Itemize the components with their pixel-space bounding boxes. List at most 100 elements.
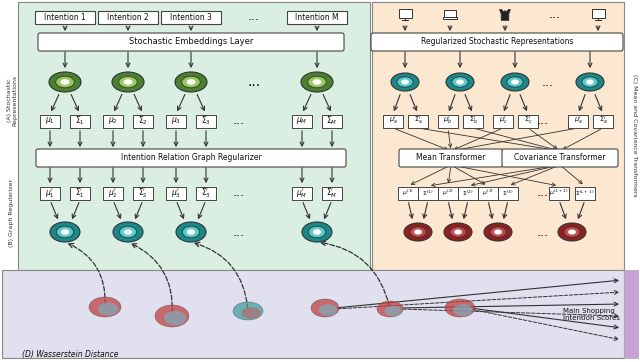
Ellipse shape <box>558 223 586 241</box>
Ellipse shape <box>564 227 580 237</box>
FancyBboxPatch shape <box>372 2 624 270</box>
Ellipse shape <box>50 222 80 242</box>
FancyBboxPatch shape <box>38 33 344 51</box>
Text: Stochastic Embeddings Layer: Stochastic Embeddings Layer <box>129 38 253 46</box>
Text: Intention 3: Intention 3 <box>170 13 212 21</box>
Ellipse shape <box>182 76 200 88</box>
Ellipse shape <box>311 299 339 317</box>
Text: $\mu^{(3)}$: $\mu^{(3)}$ <box>482 188 494 198</box>
FancyBboxPatch shape <box>398 186 418 199</box>
Text: (B) Graph Regularizer: (B) Graph Regularizer <box>10 179 15 247</box>
Ellipse shape <box>494 230 502 235</box>
Ellipse shape <box>308 226 326 238</box>
Ellipse shape <box>401 80 409 84</box>
Ellipse shape <box>56 76 74 88</box>
Text: $\mu_1$: $\mu_1$ <box>45 115 55 126</box>
Text: $\mu^{(1)}$: $\mu^{(1)}$ <box>402 188 414 198</box>
Text: $\mu_2'$: $\mu_2'$ <box>108 186 118 200</box>
Text: $\mu_c'$: $\mu_c'$ <box>499 115 508 127</box>
Ellipse shape <box>586 80 594 84</box>
Ellipse shape <box>397 77 413 87</box>
FancyBboxPatch shape <box>518 114 538 127</box>
Text: $\Sigma_a'$: $\Sigma_a'$ <box>413 115 422 127</box>
FancyBboxPatch shape <box>292 186 312 199</box>
Text: $\Sigma^{(L+1)}$: $\Sigma^{(L+1)}$ <box>575 188 595 198</box>
Text: $\Sigma_1$: $\Sigma_1$ <box>75 115 85 127</box>
Text: $\Sigma_3'$: $\Sigma_3'$ <box>201 186 211 200</box>
Ellipse shape <box>97 303 118 316</box>
FancyBboxPatch shape <box>98 10 158 24</box>
Ellipse shape <box>582 77 598 87</box>
Ellipse shape <box>568 230 576 235</box>
FancyBboxPatch shape <box>70 114 90 127</box>
FancyBboxPatch shape <box>322 114 342 127</box>
FancyBboxPatch shape <box>35 10 95 24</box>
Ellipse shape <box>176 222 206 242</box>
Text: $\mu_a'$: $\mu_a'$ <box>388 115 397 127</box>
Ellipse shape <box>377 301 403 317</box>
Ellipse shape <box>164 311 186 325</box>
FancyBboxPatch shape <box>2 270 624 358</box>
Text: $\Sigma_1'$: $\Sigma_1'$ <box>75 186 85 200</box>
Ellipse shape <box>186 79 195 85</box>
Ellipse shape <box>444 223 472 241</box>
Ellipse shape <box>155 305 189 327</box>
FancyBboxPatch shape <box>438 114 458 127</box>
Text: ...: ... <box>248 75 260 89</box>
Text: Main Shopping
Intention Scores: Main Shopping Intention Scores <box>563 308 620 321</box>
FancyBboxPatch shape <box>287 10 347 24</box>
Ellipse shape <box>490 227 506 237</box>
Ellipse shape <box>391 73 419 91</box>
Text: Covariance Transformer: Covariance Transformer <box>515 153 605 163</box>
Ellipse shape <box>576 73 604 91</box>
Text: ...: ... <box>248 10 260 24</box>
Ellipse shape <box>414 230 422 235</box>
Text: $\Sigma^{(3)}$: $\Sigma^{(3)}$ <box>502 188 514 198</box>
Text: $\mu_3$: $\mu_3$ <box>171 115 181 126</box>
FancyBboxPatch shape <box>196 114 216 127</box>
FancyBboxPatch shape <box>133 114 153 127</box>
FancyBboxPatch shape <box>36 149 346 167</box>
Text: $\mu_3'$: $\mu_3'$ <box>171 186 181 200</box>
FancyBboxPatch shape <box>40 114 60 127</box>
FancyBboxPatch shape <box>70 186 90 199</box>
Text: $\mu_2$: $\mu_2$ <box>108 115 118 126</box>
Ellipse shape <box>61 229 69 235</box>
Text: ...: ... <box>537 186 549 199</box>
Ellipse shape <box>302 222 332 242</box>
Text: Regularized Stochastic Representations: Regularized Stochastic Representations <box>420 38 573 46</box>
Text: $\Sigma_2'$: $\Sigma_2'$ <box>138 186 148 200</box>
Ellipse shape <box>112 72 144 92</box>
Ellipse shape <box>241 307 260 319</box>
Text: (D) Wasserstein Distance: (D) Wasserstein Distance <box>22 349 118 358</box>
FancyBboxPatch shape <box>438 186 458 199</box>
Ellipse shape <box>501 73 529 91</box>
Text: Intention 1: Intention 1 <box>44 13 86 21</box>
Text: ...: ... <box>233 226 245 239</box>
Ellipse shape <box>124 229 132 235</box>
Text: $\Sigma_3$: $\Sigma_3$ <box>201 115 211 127</box>
Text: Intention Relation Graph Regularizer: Intention Relation Graph Regularizer <box>120 153 261 163</box>
Ellipse shape <box>124 79 132 85</box>
Ellipse shape <box>313 229 321 235</box>
FancyBboxPatch shape <box>133 186 153 199</box>
Text: Intention M: Intention M <box>295 13 339 21</box>
Text: $\Sigma_2$: $\Sigma_2$ <box>138 115 148 127</box>
FancyBboxPatch shape <box>399 149 503 167</box>
Ellipse shape <box>410 227 426 237</box>
FancyBboxPatch shape <box>161 10 221 24</box>
Ellipse shape <box>511 80 519 84</box>
Ellipse shape <box>454 230 462 235</box>
Ellipse shape <box>484 223 512 241</box>
FancyBboxPatch shape <box>383 114 403 127</box>
FancyBboxPatch shape <box>458 186 478 199</box>
PathPatch shape <box>499 9 511 21</box>
FancyBboxPatch shape <box>444 10 456 17</box>
Text: $\mu^{(L+1)}$: $\mu^{(L+1)}$ <box>549 188 569 198</box>
FancyBboxPatch shape <box>593 114 613 127</box>
Ellipse shape <box>56 226 74 238</box>
FancyBboxPatch shape <box>399 8 412 18</box>
Text: ...: ... <box>233 114 245 127</box>
Text: Intention 2: Intention 2 <box>107 13 149 21</box>
Text: $\mu_M'$: $\mu_M'$ <box>296 186 308 200</box>
